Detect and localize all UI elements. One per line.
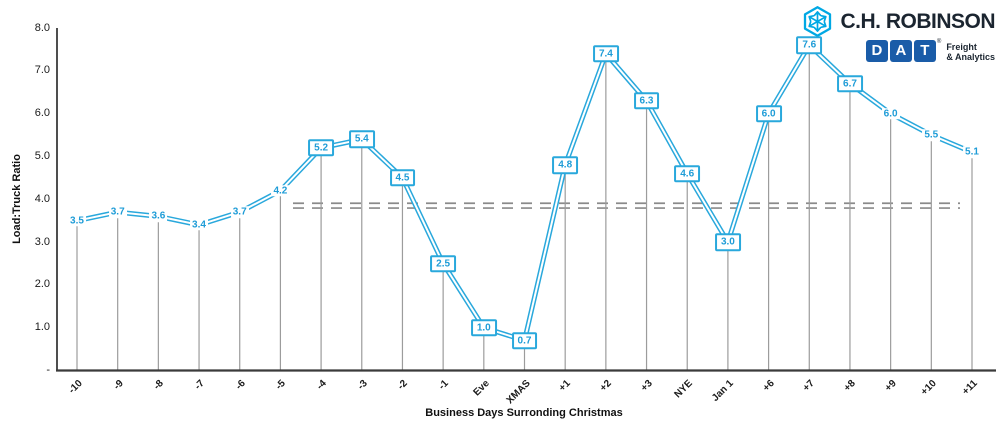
point-label: 4.5: [389, 169, 416, 187]
chr-snowflake-spoke: [814, 11, 822, 23]
point-label: 5.2: [308, 139, 335, 157]
chr-snowflake-spoke: [817, 20, 828, 29]
chr-snowflake-spoke: [808, 14, 819, 23]
y-tick-label: 1.0: [34, 321, 50, 334]
point-label: 4.8: [552, 156, 579, 174]
dat-tagline-line2: & Analytics: [946, 52, 995, 63]
point-label: 5.5: [922, 129, 941, 141]
chr-hexagon: [804, 6, 832, 37]
y-tick-label: 5.0: [34, 149, 50, 162]
point-label: 3.0: [714, 233, 741, 251]
point-label: 4.6: [674, 164, 701, 183]
dat-logo-squares: D A T: [865, 40, 936, 62]
point-label: 5.4: [348, 130, 375, 149]
dat-letter-t: T: [913, 40, 936, 62]
dat-letter-a: A: [889, 40, 912, 62]
point-label: 0.7: [511, 331, 538, 350]
dat-registered-mark: ®: [936, 39, 942, 45]
point-label: 3.5: [68, 214, 86, 227]
point-label: 5.1: [963, 146, 981, 158]
point-label: 7.6: [796, 36, 823, 54]
y-tick-label: 8.0: [34, 21, 50, 34]
point-label: 7.4: [592, 44, 619, 63]
point-label: 6.3: [633, 92, 660, 110]
dat-letter-d: D: [865, 40, 888, 62]
logo-block: C.H. ROBINSON D A T ® Freight & Analytic…: [802, 5, 995, 62]
y-tick-label: 4.0: [34, 192, 50, 205]
dat-logo: D A T ® Freight & Analytics: [865, 39, 995, 62]
y-tick-label: -: [46, 364, 50, 376]
point-label: 6.7: [837, 74, 863, 93]
chr-snowflake-icon: [804, 6, 832, 37]
point-label: 3.7: [108, 206, 127, 218]
point-label: 3.6: [149, 210, 168, 223]
dat-tagline-line1: Freight: [946, 42, 977, 52]
point-label: 1.0: [470, 318, 497, 337]
y-tick-label: 2.0: [34, 278, 50, 291]
x-axis-title: Business Days Surronding Christmas: [425, 407, 623, 419]
y-tick-label: 7.0: [34, 64, 50, 77]
point-label: 3.7: [230, 206, 249, 218]
chr-logo-text: C.H. ROBINSON: [840, 9, 995, 33]
point-label: 6.0: [881, 107, 900, 120]
chr-logo: C.H. ROBINSON: [802, 5, 995, 38]
chr-snowflake-spoke: [817, 14, 828, 23]
chr-snowflake-spoke: [808, 20, 819, 29]
y-tick-label: 3.0: [34, 235, 50, 248]
point-label: 6.0: [755, 104, 782, 123]
point-label: 2.5: [430, 254, 457, 273]
point-label: 4.2: [271, 184, 290, 197]
dat-tagline: Freight & Analytics: [946, 40, 995, 62]
y-tick-label: 6.0: [34, 107, 50, 120]
point-label: 3.4: [190, 219, 208, 231]
chr-snowflake-spoke: [814, 20, 822, 32]
